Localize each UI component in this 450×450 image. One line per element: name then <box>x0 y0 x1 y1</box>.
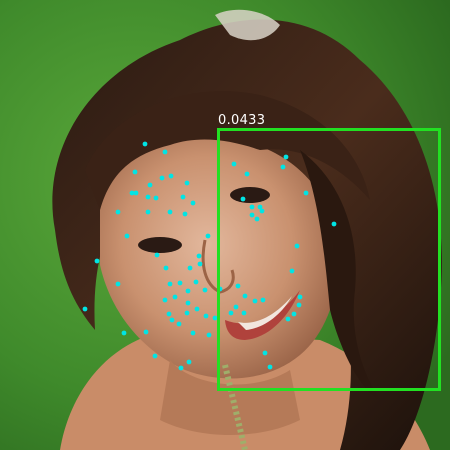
landmark-point <box>280 164 286 170</box>
landmark-point <box>159 175 165 181</box>
landmark-point <box>152 353 158 359</box>
landmark-point <box>194 306 200 312</box>
landmark-point <box>129 190 135 196</box>
landmark-point <box>205 233 211 239</box>
landmark-point <box>206 332 212 338</box>
landmark-point <box>212 315 218 321</box>
landmark-point <box>153 195 159 201</box>
landmark-point <box>132 169 138 175</box>
landmark-point <box>143 329 149 335</box>
landmark-point <box>115 209 121 215</box>
landmark-point <box>197 261 203 267</box>
landmark-point <box>166 311 172 317</box>
landmark-point <box>294 243 300 249</box>
landmark-point <box>259 208 265 214</box>
landmark-point <box>162 149 168 155</box>
landmark-point <box>296 302 302 308</box>
landmark-point <box>133 190 139 196</box>
landmark-point <box>257 204 263 210</box>
detection-box <box>217 128 441 391</box>
landmark-point <box>115 281 121 287</box>
landmark-point <box>163 265 169 271</box>
landmark-point <box>169 317 175 323</box>
landmark-point <box>289 268 295 274</box>
landmark-point <box>193 279 199 285</box>
landmark-point <box>167 209 173 215</box>
landmark-point <box>331 221 337 227</box>
landmark-point <box>249 204 255 210</box>
teeth <box>238 296 292 330</box>
landmark-point <box>167 281 173 287</box>
detection-score: 0.0433 <box>218 113 266 128</box>
landmark-point <box>186 359 192 365</box>
landmark-point <box>242 293 248 299</box>
landmark-point <box>185 288 191 294</box>
landmark-point <box>177 280 183 286</box>
right-eye <box>230 187 270 203</box>
landmark-point <box>182 211 188 217</box>
landmark-point <box>162 297 168 303</box>
landmark-point <box>202 287 208 293</box>
landmark-point <box>228 310 234 316</box>
landmark-point <box>283 154 289 160</box>
landmark-point <box>145 209 151 215</box>
landmark-point <box>244 171 250 177</box>
hair-clip <box>215 9 280 41</box>
landmark-point <box>303 190 309 196</box>
landmark-point <box>249 212 255 218</box>
landmark-point <box>240 196 246 202</box>
landmark-point <box>178 365 184 371</box>
landmark-point <box>297 294 303 300</box>
landmark-point <box>147 182 153 188</box>
landmark-point <box>262 350 268 356</box>
landmark-point <box>82 306 88 312</box>
landmark-point <box>267 364 273 370</box>
landmark-point <box>124 233 130 239</box>
landmark-point <box>252 298 258 304</box>
left-eye <box>138 237 182 253</box>
landmark-point <box>190 200 196 206</box>
landmark-point <box>154 252 160 258</box>
landmark-point <box>231 161 237 167</box>
nose <box>201 239 235 294</box>
landmark-point <box>185 300 191 306</box>
landmark-point <box>142 141 148 147</box>
hair-fringe <box>85 91 370 210</box>
landmark-point <box>254 216 260 222</box>
landmark-point <box>241 310 247 316</box>
landmark-point <box>180 194 186 200</box>
landmark-point <box>121 330 127 336</box>
landmark-point <box>168 173 174 179</box>
landmark-point <box>184 310 190 316</box>
landmark-point <box>235 283 241 289</box>
landmark-point <box>285 316 291 322</box>
hair-strands-right <box>300 150 380 400</box>
landmark-point <box>187 265 193 271</box>
landmark-point <box>184 180 190 186</box>
necklace <box>222 364 248 450</box>
landmark-point <box>172 294 178 300</box>
landmark-point <box>190 330 196 336</box>
landmark-point <box>145 194 151 200</box>
landmark-point <box>196 253 202 259</box>
landmark-point <box>94 258 100 264</box>
landmark-point <box>233 304 239 310</box>
landmark-point <box>203 313 209 319</box>
landmark-point <box>291 311 297 317</box>
landmark-point <box>176 321 182 327</box>
landmark-point <box>260 297 266 303</box>
